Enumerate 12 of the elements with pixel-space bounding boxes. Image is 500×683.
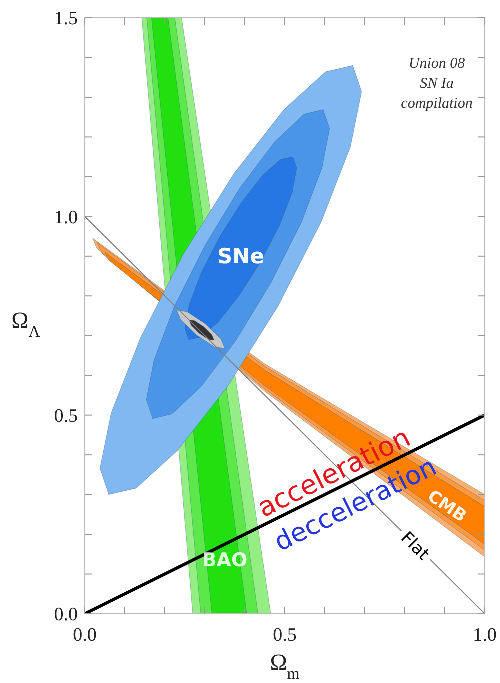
y-tick-label: 0.0 [54,604,78,626]
x-tick-label: 0.0 [73,625,97,646]
y-axis-title: Ω$_{Λ}$ [12,308,41,340]
annotation: SNe [218,244,264,268]
y-tick-label: 0.5 [54,406,78,427]
x-axis-title: Ω$_{m}$ [270,650,300,682]
y-tick-label: 1.5 [54,8,78,30]
x-tick-label: 1.0 [473,625,497,646]
annotation: Union 08 SN Ia compilation [401,56,473,112]
x-tick-label: 0.5 [273,625,297,646]
y-tick-label: 1.0 [54,207,78,228]
annotation: BAO [202,549,248,572]
